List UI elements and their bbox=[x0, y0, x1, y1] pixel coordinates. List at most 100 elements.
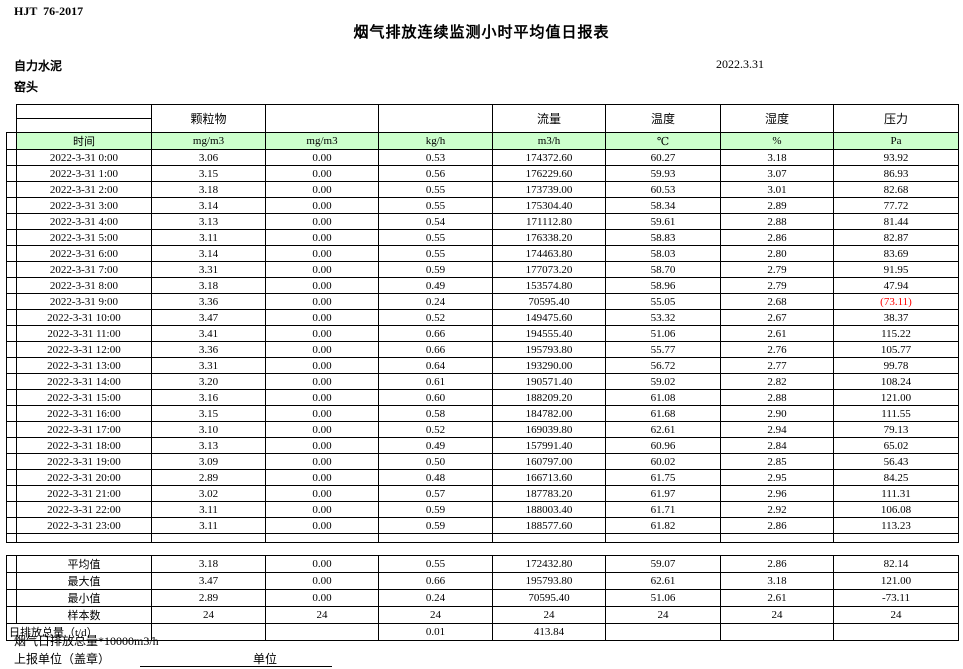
spacer-cell bbox=[6, 485, 17, 502]
value-cell: 2.89 bbox=[720, 197, 834, 214]
value-cell: 0.00 bbox=[265, 165, 379, 182]
value-cell: 3.14 bbox=[151, 245, 266, 262]
time-cell: 2022-3-31 19:00 bbox=[16, 453, 152, 470]
spacer-cell bbox=[6, 589, 17, 607]
value-cell: 160797.00 bbox=[492, 453, 606, 470]
time-header-lower-cell bbox=[16, 118, 152, 133]
station-name: 窑头 bbox=[14, 80, 39, 94]
blank-cell bbox=[605, 533, 721, 543]
summary-value-cell: 24 bbox=[378, 606, 493, 624]
value-cell: 0.52 bbox=[378, 421, 493, 438]
value-cell: 3.09 bbox=[151, 453, 266, 470]
spacer-cell bbox=[6, 469, 17, 486]
value-cell: 188209.20 bbox=[492, 389, 606, 406]
value-cell: 61.82 bbox=[605, 517, 721, 534]
spacer-cell bbox=[6, 453, 17, 470]
spacer-cell bbox=[6, 149, 17, 166]
value-cell: 70595.40 bbox=[492, 293, 606, 310]
value-cell: 0.00 bbox=[265, 197, 379, 214]
blank-cell bbox=[151, 533, 266, 543]
value-cell: 169039.80 bbox=[492, 421, 606, 438]
spacer-cell bbox=[6, 293, 17, 310]
time-cell: 2022-3-31 2:00 bbox=[16, 181, 152, 198]
value-cell: 0.50 bbox=[378, 453, 493, 470]
value-cell: 0.56 bbox=[378, 165, 493, 182]
summary-label: 最大值 bbox=[16, 572, 152, 590]
value-cell: 157991.40 bbox=[492, 437, 606, 454]
value-cell: 111.31 bbox=[833, 485, 959, 502]
value-cell: 0.00 bbox=[265, 277, 379, 294]
value-cell: 61.68 bbox=[605, 405, 721, 422]
value-cell: 171112.80 bbox=[492, 213, 606, 230]
table-row: 2022-3-31 5:00 3.11 0.00 0.55 176338.20 58.83… bbox=[6, 229, 959, 246]
table-row: 2022-3-31 22:00 3.11 0.00 0.59 188003.40 61.7… bbox=[6, 501, 959, 518]
group-header-particulate: 颗粒物 bbox=[151, 104, 266, 133]
spacer-cell bbox=[6, 405, 17, 422]
spacer-cell bbox=[6, 389, 17, 406]
group-header-temperature: 温度 bbox=[605, 104, 721, 133]
summary-label: 平均值 bbox=[16, 555, 152, 573]
value-cell: 184782.00 bbox=[492, 405, 606, 422]
spacer-cell bbox=[6, 197, 17, 214]
value-cell: 3.13 bbox=[151, 213, 266, 230]
value-cell: 58.70 bbox=[605, 261, 721, 278]
blank-cell bbox=[720, 533, 834, 543]
unit-header-time: 时间 bbox=[16, 132, 152, 150]
table-row: 2022-3-31 9:00 3.36 0.00 0.24 70595.40 55.05 2… bbox=[6, 293, 959, 310]
value-cell: 0.57 bbox=[378, 485, 493, 502]
table-row: 2022-3-31 0:00 3.06 0.00 0.53 174372.60 60.27… bbox=[6, 149, 959, 166]
table-row: 2022-3-31 19:00 3.09 0.00 0.50 160797.00 60.0… bbox=[6, 453, 959, 470]
spacer-cell bbox=[6, 165, 17, 182]
summary-value-cell: 62.61 bbox=[605, 572, 721, 590]
value-cell: 3.15 bbox=[151, 165, 266, 182]
value-cell: 99.78 bbox=[833, 357, 959, 374]
value-cell: 60.53 bbox=[605, 181, 721, 198]
spacer-cell bbox=[6, 229, 17, 246]
spacer-cell bbox=[6, 118, 17, 133]
monitoring-table: 颗粒物 流量 温度 湿度 压力 时间 mg/m3 mg/m3 kg/h m3/h… bbox=[6, 104, 959, 543]
value-cell: 0.00 bbox=[265, 229, 379, 246]
time-cell: 2022-3-31 12:00 bbox=[16, 341, 152, 358]
value-cell: 188577.60 bbox=[492, 517, 606, 534]
table-row: 2022-3-31 13:00 3.31 0.00 0.64 193290.00 56.7… bbox=[6, 357, 959, 374]
value-cell: 0.00 bbox=[265, 341, 379, 358]
value-cell: 121.00 bbox=[833, 389, 959, 406]
value-cell: 2.94 bbox=[720, 421, 834, 438]
summary-row: 样本数 24 24 24 24 24 24 24 bbox=[6, 606, 959, 624]
time-cell: 2022-3-31 7:00 bbox=[16, 261, 152, 278]
value-cell: 2.76 bbox=[720, 341, 834, 358]
time-cell: 2022-3-31 16:00 bbox=[16, 405, 152, 422]
table-row: 2022-3-31 10:00 3.47 0.00 0.52 149475.60 53.3… bbox=[6, 309, 959, 326]
value-cell: 0.64 bbox=[378, 357, 493, 374]
value-cell: 0.55 bbox=[378, 245, 493, 262]
value-cell: 82.68 bbox=[833, 181, 959, 198]
value-cell: 2.79 bbox=[720, 277, 834, 294]
time-cell: 2022-3-31 5:00 bbox=[16, 229, 152, 246]
summary-label: 样本数 bbox=[16, 606, 152, 624]
time-cell: 2022-3-31 22:00 bbox=[16, 501, 152, 518]
time-cell: 2022-3-31 10:00 bbox=[16, 309, 152, 326]
value-cell: 61.08 bbox=[605, 389, 721, 406]
value-cell: 59.02 bbox=[605, 373, 721, 390]
summary-value-cell: 195793.80 bbox=[492, 572, 606, 590]
value-cell: 60.96 bbox=[605, 437, 721, 454]
summary-value-cell: 413.84 bbox=[492, 623, 606, 641]
value-cell: 3.18 bbox=[720, 149, 834, 166]
summary-value-cell bbox=[605, 623, 721, 641]
value-cell: 2.95 bbox=[720, 469, 834, 486]
value-cell: 0.48 bbox=[378, 469, 493, 486]
value-cell: 58.03 bbox=[605, 245, 721, 262]
value-cell: 0.00 bbox=[265, 213, 379, 230]
summary-value-cell: 24 bbox=[605, 606, 721, 624]
value-cell: 0.52 bbox=[378, 309, 493, 326]
blank-cell bbox=[265, 533, 379, 543]
summary-value-cell: 59.07 bbox=[605, 555, 721, 573]
value-cell: 2.96 bbox=[720, 485, 834, 502]
value-cell: 113.23 bbox=[833, 517, 959, 534]
summary-label: 日排放总量（t/d） bbox=[6, 623, 152, 641]
value-cell: 0.55 bbox=[378, 229, 493, 246]
value-cell: 115.22 bbox=[833, 325, 959, 342]
value-cell: 3.36 bbox=[151, 293, 266, 310]
time-cell: 2022-3-31 20:00 bbox=[16, 469, 152, 486]
summary-value-cell: 82.14 bbox=[833, 555, 959, 573]
